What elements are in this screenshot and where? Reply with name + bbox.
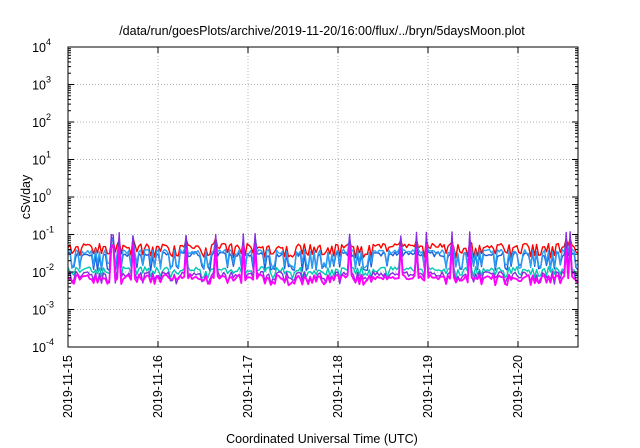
y-tick-exponent: 4 <box>46 37 51 47</box>
y-axis-label: cSv/day <box>19 174 33 219</box>
x-tick-label: 2019-11-18 <box>331 355 345 418</box>
series-line <box>67 243 579 287</box>
y-tick-exponent: 0 <box>46 187 51 197</box>
y-tick-exponent: 1 <box>46 150 51 160</box>
x-tick-label: 2019-11-19 <box>421 355 435 418</box>
chart-title: /data/run/goesPlots/archive/2019-11-20/1… <box>119 24 525 38</box>
y-tick-exponent: -4 <box>46 337 54 347</box>
y-tick-exponent: -3 <box>46 300 54 310</box>
y-tick-label: 10 <box>32 41 46 55</box>
series-line <box>67 237 579 259</box>
x-axis-label: Coordinated Universal Time (UTC) <box>226 432 418 446</box>
y-tick-label: 10 <box>32 116 46 130</box>
x-tick-label: 2019-11-17 <box>241 355 255 418</box>
y-tick-exponent: -1 <box>46 225 54 235</box>
series-line <box>67 241 579 279</box>
y-tick-label: 10 <box>32 229 46 243</box>
x-tick-label: 2019-11-15 <box>61 355 75 418</box>
y-tick-label: 10 <box>32 266 46 280</box>
series-line <box>67 238 579 270</box>
y-tick-label: 10 <box>32 154 46 168</box>
y-tick-label: 10 <box>32 341 46 355</box>
grid <box>67 46 578 348</box>
x-tick-label: 2019-11-16 <box>151 355 165 418</box>
y-tick-exponent: -2 <box>46 262 54 272</box>
series-layer <box>67 231 579 287</box>
x-tick-label: 2019-11-20 <box>511 355 525 418</box>
y-tick-exponent: 3 <box>46 75 51 85</box>
y-tick-label: 10 <box>32 79 46 93</box>
series-line <box>67 231 579 285</box>
y-tick-label: 10 <box>32 304 46 318</box>
y-tick-label: 10 <box>32 191 46 205</box>
y-tick-exponent: 2 <box>46 112 51 122</box>
